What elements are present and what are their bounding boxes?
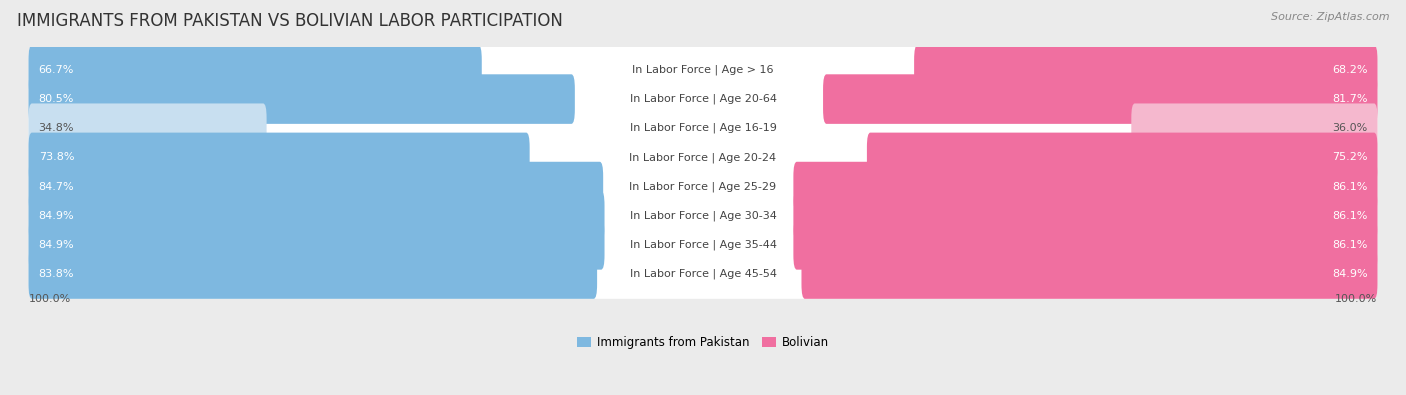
FancyBboxPatch shape bbox=[793, 220, 1378, 270]
FancyBboxPatch shape bbox=[868, 133, 1378, 182]
FancyBboxPatch shape bbox=[28, 45, 1378, 95]
FancyBboxPatch shape bbox=[793, 162, 1378, 211]
FancyBboxPatch shape bbox=[28, 220, 605, 270]
FancyBboxPatch shape bbox=[28, 133, 1378, 182]
FancyBboxPatch shape bbox=[28, 249, 598, 299]
Text: 84.9%: 84.9% bbox=[38, 240, 75, 250]
Text: IMMIGRANTS FROM PAKISTAN VS BOLIVIAN LABOR PARTICIPATION: IMMIGRANTS FROM PAKISTAN VS BOLIVIAN LAB… bbox=[17, 12, 562, 30]
Text: 80.5%: 80.5% bbox=[38, 94, 75, 104]
Legend: Immigrants from Pakistan, Bolivian: Immigrants from Pakistan, Bolivian bbox=[572, 331, 834, 354]
FancyBboxPatch shape bbox=[28, 58, 1378, 82]
FancyBboxPatch shape bbox=[1132, 103, 1378, 153]
Text: In Labor Force | Age 20-24: In Labor Force | Age 20-24 bbox=[630, 152, 776, 163]
Text: In Labor Force | Age 30-34: In Labor Force | Age 30-34 bbox=[630, 211, 776, 221]
Text: 73.8%: 73.8% bbox=[38, 152, 75, 162]
FancyBboxPatch shape bbox=[28, 233, 1378, 257]
Text: 36.0%: 36.0% bbox=[1331, 123, 1368, 133]
FancyBboxPatch shape bbox=[801, 249, 1378, 299]
Text: 34.8%: 34.8% bbox=[38, 123, 75, 133]
Text: 100.0%: 100.0% bbox=[28, 294, 70, 304]
FancyBboxPatch shape bbox=[793, 191, 1378, 241]
Text: 84.9%: 84.9% bbox=[1331, 269, 1368, 279]
FancyBboxPatch shape bbox=[28, 74, 1378, 124]
FancyBboxPatch shape bbox=[28, 45, 482, 95]
Text: 75.2%: 75.2% bbox=[1331, 152, 1368, 162]
FancyBboxPatch shape bbox=[28, 133, 530, 182]
FancyBboxPatch shape bbox=[28, 116, 1378, 140]
Text: 84.9%: 84.9% bbox=[38, 211, 75, 221]
Text: In Labor Force | Age 20-64: In Labor Force | Age 20-64 bbox=[630, 94, 776, 104]
FancyBboxPatch shape bbox=[28, 249, 1378, 299]
FancyBboxPatch shape bbox=[28, 103, 1378, 153]
Text: 86.1%: 86.1% bbox=[1331, 211, 1368, 221]
FancyBboxPatch shape bbox=[28, 162, 603, 211]
Text: In Labor Force | Age 25-29: In Labor Force | Age 25-29 bbox=[630, 181, 776, 192]
Text: In Labor Force | Age 35-44: In Labor Force | Age 35-44 bbox=[630, 240, 776, 250]
FancyBboxPatch shape bbox=[28, 262, 1378, 286]
FancyBboxPatch shape bbox=[28, 191, 1378, 241]
FancyBboxPatch shape bbox=[28, 162, 1378, 211]
FancyBboxPatch shape bbox=[28, 74, 575, 124]
Text: 86.1%: 86.1% bbox=[1331, 182, 1368, 192]
FancyBboxPatch shape bbox=[28, 145, 1378, 169]
FancyBboxPatch shape bbox=[914, 45, 1378, 95]
Text: In Labor Force | Age > 16: In Labor Force | Age > 16 bbox=[633, 65, 773, 75]
FancyBboxPatch shape bbox=[28, 220, 1378, 270]
Text: 86.1%: 86.1% bbox=[1331, 240, 1368, 250]
FancyBboxPatch shape bbox=[28, 103, 267, 153]
Text: 81.7%: 81.7% bbox=[1331, 94, 1368, 104]
Text: In Labor Force | Age 16-19: In Labor Force | Age 16-19 bbox=[630, 123, 776, 134]
FancyBboxPatch shape bbox=[28, 191, 605, 241]
FancyBboxPatch shape bbox=[28, 204, 1378, 228]
Text: 84.7%: 84.7% bbox=[38, 182, 75, 192]
Text: Source: ZipAtlas.com: Source: ZipAtlas.com bbox=[1271, 12, 1389, 22]
FancyBboxPatch shape bbox=[823, 74, 1378, 124]
FancyBboxPatch shape bbox=[28, 175, 1378, 199]
Text: In Labor Force | Age 45-54: In Labor Force | Age 45-54 bbox=[630, 269, 776, 279]
Text: 100.0%: 100.0% bbox=[1336, 294, 1378, 304]
Text: 83.8%: 83.8% bbox=[38, 269, 75, 279]
Text: 68.2%: 68.2% bbox=[1331, 65, 1368, 75]
Text: 66.7%: 66.7% bbox=[38, 65, 75, 75]
FancyBboxPatch shape bbox=[28, 87, 1378, 111]
